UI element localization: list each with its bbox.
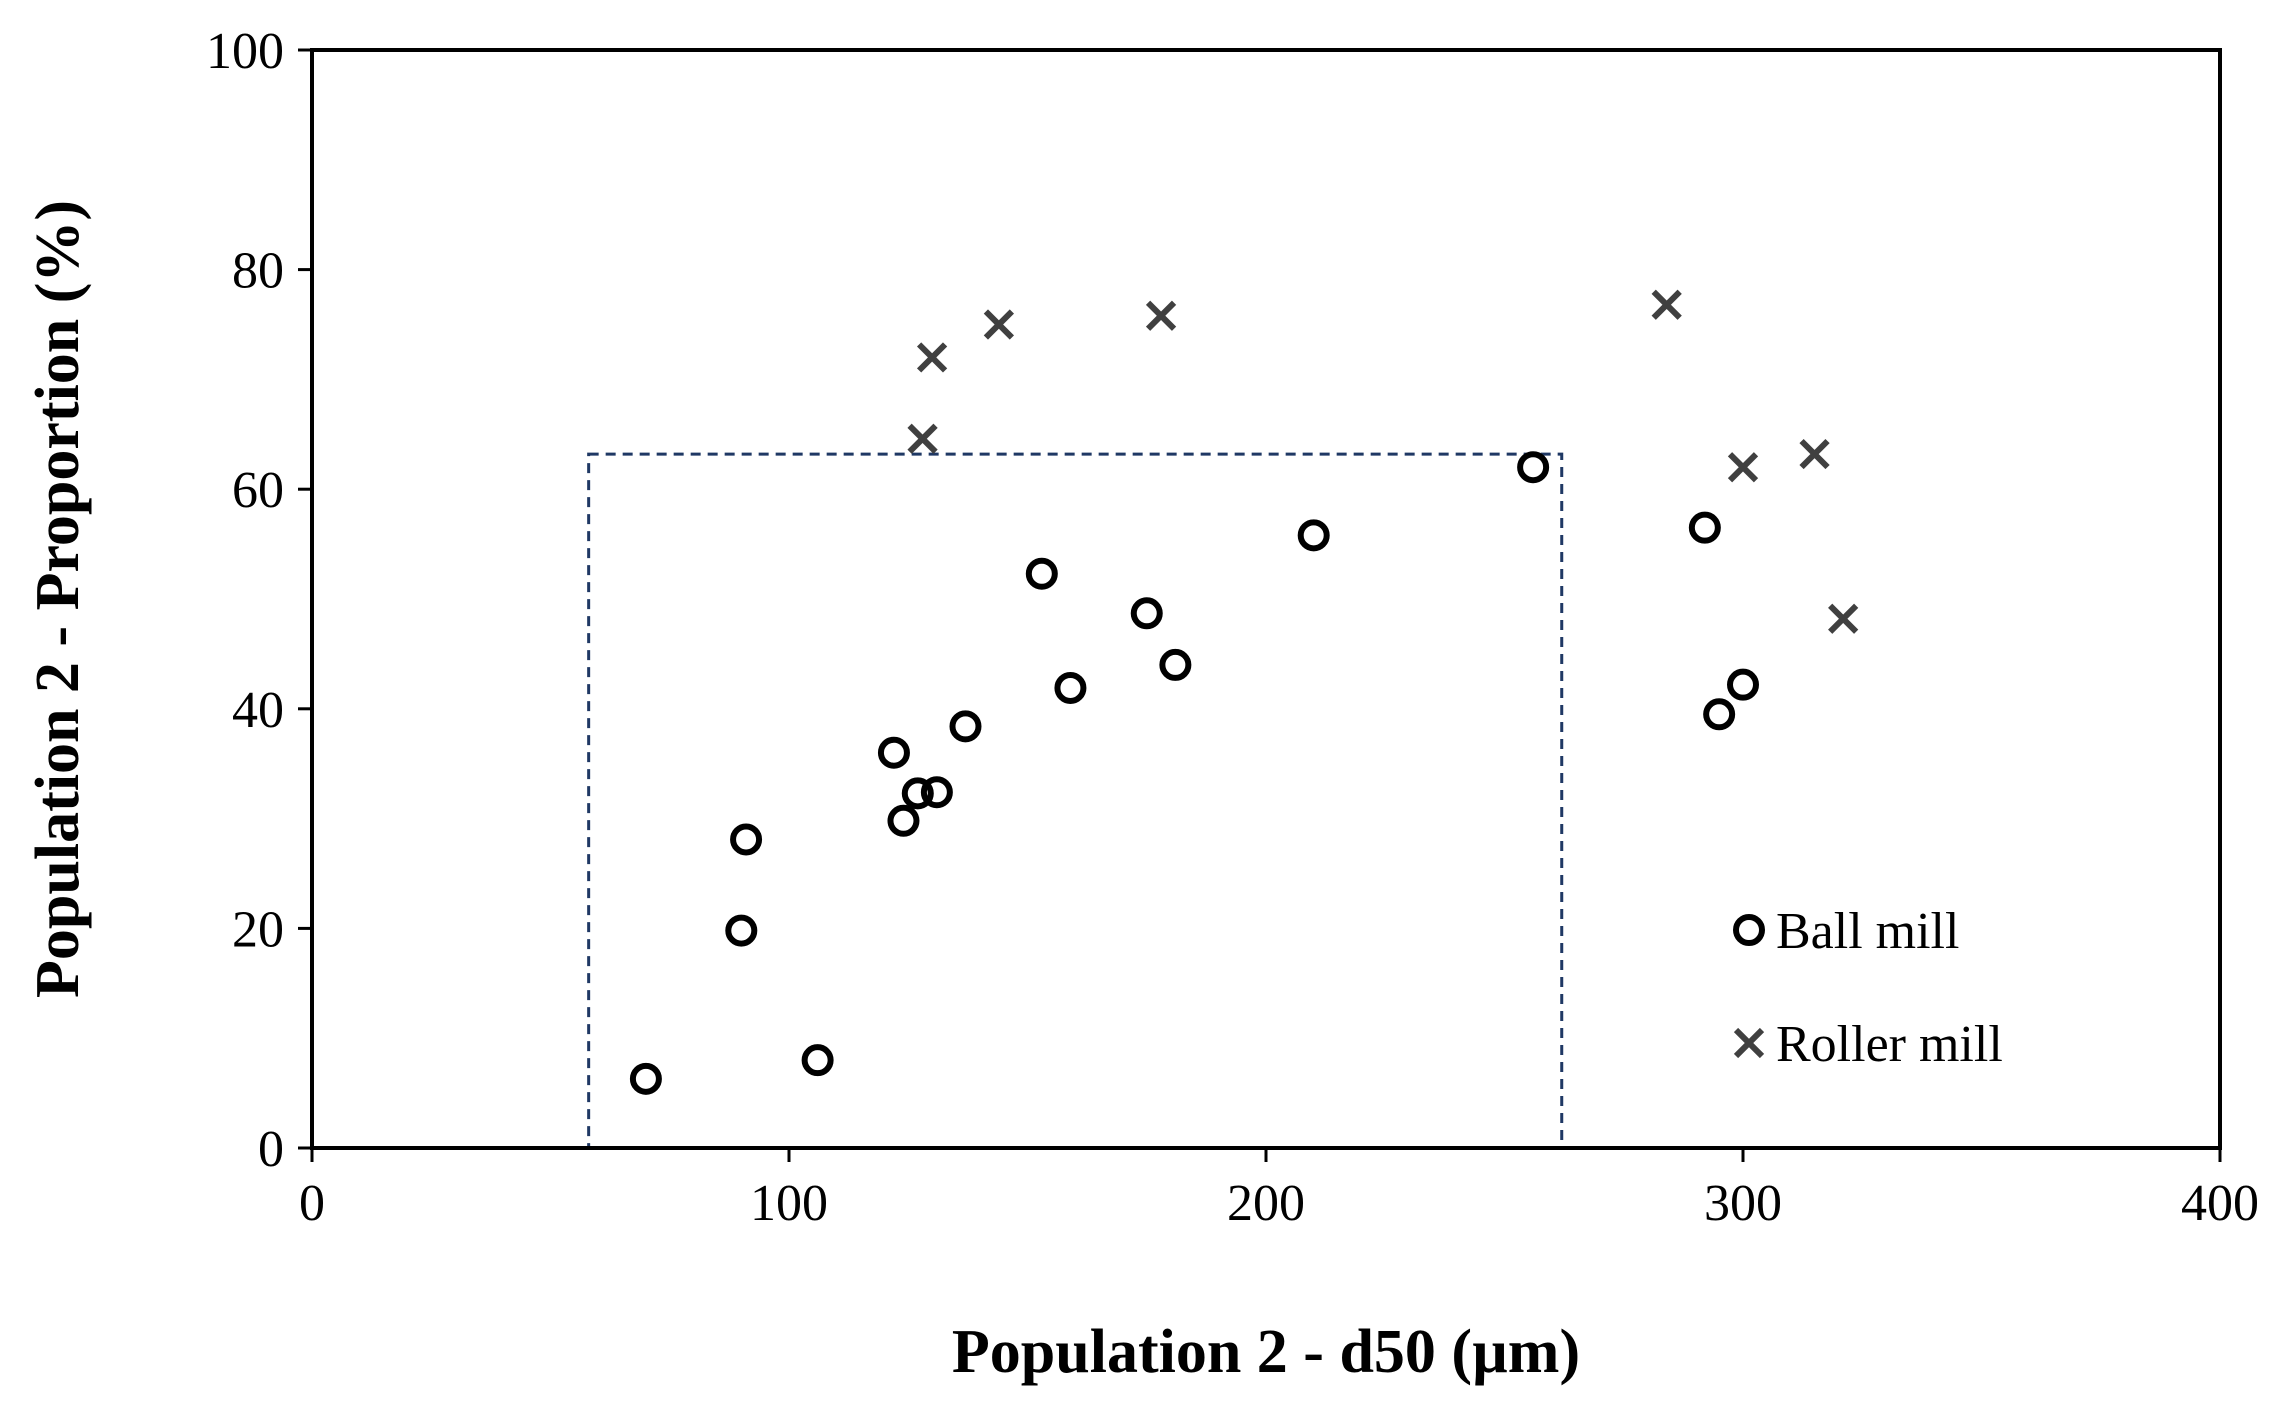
legend-circle-marker xyxy=(1733,914,1765,946)
y-axis-ticks: 0 20 40 60 80 100 xyxy=(206,23,312,1178)
x-marker-stroke xyxy=(1651,289,1682,320)
data-point-ball-mill xyxy=(730,823,763,856)
data-point-ball-mill xyxy=(1703,698,1736,731)
data-point-ball-mill xyxy=(901,777,934,810)
data-point-ball-mill xyxy=(801,1044,834,1077)
legend: Ball mill Roller mill xyxy=(1733,903,2003,1073)
y-tick-label: 60 xyxy=(232,462,284,519)
plot-area-frame xyxy=(310,48,2222,1150)
data-points xyxy=(629,289,1859,1095)
data-point-roller-mill xyxy=(1828,603,1859,634)
data-point-ball-mill xyxy=(1727,668,1759,701)
y-tick-label: 80 xyxy=(232,243,284,300)
data-point-roller-mill xyxy=(1145,300,1177,331)
x-marker-stroke xyxy=(907,423,938,454)
data-point-ball-mill xyxy=(1297,519,1330,552)
data-point-ball-mill xyxy=(1130,597,1163,630)
data-point-ball-mill xyxy=(877,736,910,769)
x-tick-label: 400 xyxy=(2181,1175,2259,1232)
data-point-ball-mill xyxy=(887,804,920,837)
y-tick-label: 20 xyxy=(232,901,284,958)
data-point-roller-mill xyxy=(1727,452,1759,483)
x-tick-label: 200 xyxy=(1227,1175,1305,1232)
data-point-roller-mill xyxy=(1799,438,1830,470)
data-point-ball-mill xyxy=(1517,451,1550,484)
x-marker-stroke xyxy=(916,342,948,373)
data-point-ball-mill xyxy=(920,776,953,809)
x-marker-stroke xyxy=(1733,1027,1765,1059)
data-point-ball-mill xyxy=(725,914,758,947)
x-axis-title: Population 2 - d50 (µm) xyxy=(952,1318,1580,1386)
data-point-ball-mill xyxy=(1025,557,1058,590)
legend-marker-ball-mill xyxy=(1733,914,1765,946)
y-tick-label: 100 xyxy=(206,23,284,80)
x-marker-stroke xyxy=(1145,300,1177,331)
x-tick-label: 100 xyxy=(750,1175,828,1232)
legend-x-marker xyxy=(1733,1027,1765,1059)
dashed-region-box xyxy=(587,452,1564,1150)
data-point-ball-mill xyxy=(1159,648,1192,681)
legend-label-roller-mill: Roller mill xyxy=(1776,1016,2003,1073)
x-tick-label: 300 xyxy=(1704,1175,1782,1232)
data-point-ball-mill xyxy=(629,1062,662,1095)
data-point-roller-mill xyxy=(983,309,1015,340)
legend-marker-roller-mill xyxy=(1733,1027,1765,1059)
y-tick-label: 0 xyxy=(258,1121,284,1178)
data-point-ball-mill xyxy=(1688,511,1721,544)
x-tick-label: 0 xyxy=(299,1175,325,1232)
data-point-roller-mill xyxy=(916,342,948,373)
legend-label-ball-mill: Ball mill xyxy=(1776,903,1959,960)
y-tick-label: 40 xyxy=(232,682,284,739)
data-point-ball-mill xyxy=(949,710,982,743)
x-axis-ticks: 0 100 200 300 400 xyxy=(299,1148,2259,1232)
data-point-roller-mill xyxy=(1651,289,1682,320)
x-marker-stroke xyxy=(1727,452,1759,483)
x-marker-stroke xyxy=(1799,438,1830,470)
x-marker-stroke xyxy=(1828,603,1859,634)
x-marker-stroke xyxy=(983,309,1015,340)
y-axis-title: Population 2 - Proportion (%) xyxy=(24,200,92,998)
data-point-ball-mill xyxy=(1054,671,1087,704)
data-point-roller-mill xyxy=(907,423,938,454)
annotation-layer xyxy=(587,452,1564,1150)
